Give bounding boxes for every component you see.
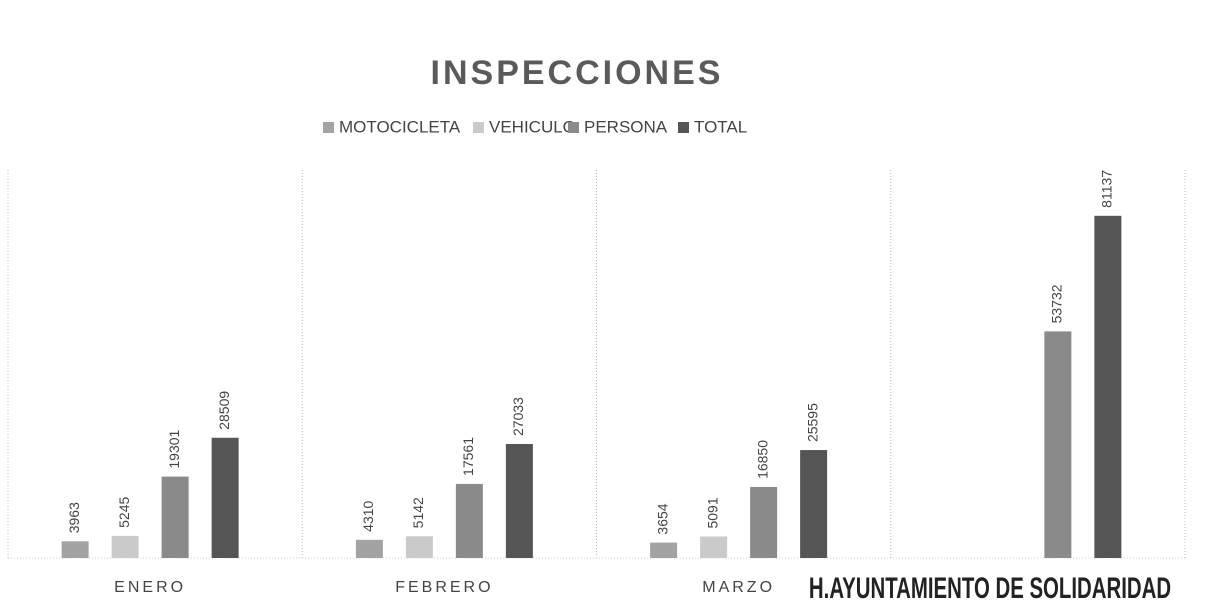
bar (750, 486, 778, 558)
value-label: 4310 (360, 500, 376, 531)
value-label: 5091 (704, 497, 720, 528)
bar (650, 542, 678, 558)
value-label: 81137 (1099, 170, 1115, 208)
value-label: 27033 (510, 397, 526, 436)
legend-label: TOTAL (694, 117, 747, 136)
bar (61, 541, 89, 558)
bar (405, 536, 433, 558)
bar (355, 539, 383, 558)
bar (1044, 331, 1072, 558)
value-label: 3654 (654, 503, 670, 534)
bar (161, 476, 189, 558)
value-label: 16850 (754, 440, 770, 479)
legend-label: MOTOCICLETA (339, 117, 461, 136)
value-label: 5142 (410, 497, 426, 528)
legend-swatch (678, 122, 689, 133)
value-label: 17561 (460, 437, 476, 476)
legend-label: VEHICULO (489, 117, 576, 136)
bar (505, 443, 533, 558)
bar (1094, 215, 1122, 558)
chart-title: INSPECCIONES (431, 54, 724, 92)
x-tick-label: FEBRERO (395, 579, 493, 596)
value-label: 25595 (804, 403, 820, 442)
x-tick-label: MARZO (702, 579, 775, 596)
legend: MOTOCICLETA VEHICULO PERSONA TOTAL (323, 117, 747, 136)
legend-swatch (323, 122, 334, 133)
bar (211, 437, 239, 558)
value-label: 5245 (116, 497, 132, 528)
legend-label: PERSONA (584, 117, 668, 136)
legend-swatch (568, 122, 579, 133)
value-label: 28509 (216, 391, 232, 430)
value-label: 53732 (1049, 284, 1065, 323)
legend-swatch (473, 122, 484, 133)
value-label: 3963 (66, 502, 82, 533)
stamp-text: H.AYUNTAMIENTO DE SOLIDARIDAD (809, 572, 1171, 605)
value-label: 19301 (166, 429, 182, 468)
bar (455, 483, 483, 558)
bar (700, 536, 728, 558)
bar (111, 535, 139, 558)
bar (800, 450, 828, 558)
x-tick-label: ENERO (114, 579, 186, 596)
